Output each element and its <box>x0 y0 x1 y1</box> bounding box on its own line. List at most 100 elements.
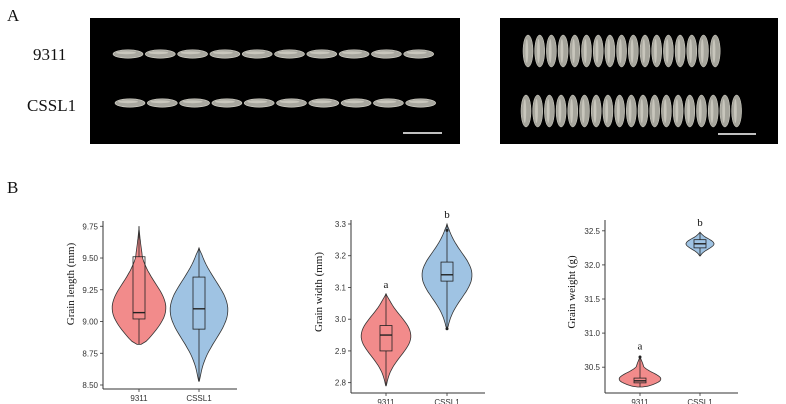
y-tick-label: 8.75 <box>82 349 98 358</box>
grain-highlight <box>212 51 233 55</box>
grain-highlight <box>214 100 235 104</box>
grain-highlight <box>700 39 704 63</box>
grain-highlight <box>652 99 655 123</box>
grain-highlight <box>595 39 599 63</box>
box <box>192 276 206 330</box>
y-tick-label: 3.0 <box>335 315 347 324</box>
grain-highlight <box>593 99 597 123</box>
grain-highlight <box>628 99 632 123</box>
grain-highlight <box>374 51 395 55</box>
x-tick-label: 9311 <box>130 394 148 403</box>
grain-highlight <box>630 39 634 63</box>
grain-highlight <box>245 51 266 55</box>
y-tick-label: 32.5 <box>584 227 600 236</box>
y-tick-label: 3.2 <box>335 252 347 261</box>
grain-highlight <box>558 99 562 123</box>
y-tick-label: 9.00 <box>82 318 98 327</box>
grain-highlight <box>180 51 201 55</box>
grain-length-photo-drawing <box>112 49 442 134</box>
grain-highlight <box>525 39 529 63</box>
y-tick-label: 31.0 <box>584 329 600 338</box>
box <box>379 325 393 352</box>
y-tick-label: 9.50 <box>82 254 98 263</box>
significance-letter: b <box>697 217 703 229</box>
grain-highlight <box>665 39 669 63</box>
outlier-point <box>638 355 642 359</box>
grain-highlight <box>619 39 622 63</box>
grain-highlight <box>698 99 702 123</box>
box <box>440 261 454 282</box>
grain-highlight <box>546 99 550 123</box>
grain-highlight <box>712 39 716 63</box>
outlier-point <box>445 228 449 232</box>
grain-highlight <box>309 51 330 55</box>
x-tick-label: CSSL1 <box>687 398 713 404</box>
grain-highlight <box>617 99 620 123</box>
x-tick-label: CSSL1 <box>434 398 460 404</box>
y-axis-label: Grain weight (g) <box>566 255 578 329</box>
grain-highlight <box>535 99 538 123</box>
grain-highlight <box>583 39 587 63</box>
y-axis-label: Grain length (mm) <box>65 242 77 325</box>
grain-highlight <box>182 100 203 104</box>
grain-highlight <box>116 51 136 55</box>
grain-highlight <box>118 100 138 104</box>
significance-letter: a <box>638 341 643 353</box>
grain-highlight <box>311 100 332 104</box>
grain-highlight <box>548 39 552 63</box>
grain-highlight <box>247 100 268 104</box>
panel-letter-a: A <box>7 6 20 25</box>
violin-9311 <box>360 292 412 387</box>
y-tick-label: 31.5 <box>584 295 600 304</box>
grain-width-photo-drawing <box>520 34 756 135</box>
x-tick-label: CSSL1 <box>186 394 212 403</box>
y-tick-label: 2.9 <box>335 347 347 356</box>
significance-letter: a <box>384 279 389 291</box>
grain-length-photo <box>90 18 460 144</box>
grain-highlight <box>406 51 427 55</box>
grain-highlight <box>560 39 564 63</box>
row-label-9311: 9311 <box>33 45 67 64</box>
grain-highlight <box>342 51 363 55</box>
grain-highlight <box>663 99 667 123</box>
grain-highlight <box>687 99 690 123</box>
y-axis-label: Grain width (mm) <box>313 252 325 332</box>
grain-highlight <box>277 51 298 55</box>
grain-highlight <box>677 39 681 63</box>
y-tick-label: 32.0 <box>584 261 600 270</box>
y-tick-label: 30.5 <box>584 363 600 372</box>
grain-width-photo <box>500 18 778 144</box>
x-tick-label: 9311 <box>631 398 649 404</box>
grain-highlight <box>607 39 611 63</box>
grain-highlight <box>581 99 585 123</box>
y-tick-label: 9.75 <box>82 222 98 231</box>
grain-highlight <box>570 99 573 123</box>
row-label-cssl1: CSSL1 <box>27 96 77 115</box>
x-tick-label: 9311 <box>377 398 395 404</box>
y-tick-label: 3.3 <box>335 220 347 229</box>
outlier-point <box>445 327 449 331</box>
grain-highlight <box>150 100 171 104</box>
grain-highlight <box>689 39 692 63</box>
y-tick-label: 2.8 <box>335 379 347 388</box>
grain-highlight <box>376 100 397 104</box>
grain-highlight <box>640 99 644 123</box>
grain-highlight <box>654 39 657 63</box>
grain-highlight <box>605 99 609 123</box>
box <box>132 256 146 320</box>
grain-highlight <box>537 39 540 63</box>
grain-highlight <box>344 100 365 104</box>
grain-highlight <box>279 100 300 104</box>
y-tick-label: 3.1 <box>335 283 347 292</box>
grain-highlight <box>722 99 726 123</box>
significance-letter: b <box>444 209 450 221</box>
y-tick-label: 8.50 <box>82 381 98 390</box>
grain-highlight <box>408 100 429 104</box>
grain-highlight <box>675 99 679 123</box>
violin-cssl1 <box>169 246 229 382</box>
grain-highlight <box>148 51 169 55</box>
y-tick-label: 9.25 <box>82 286 98 295</box>
grain-highlight <box>710 99 714 123</box>
grain-highlight <box>523 99 527 123</box>
